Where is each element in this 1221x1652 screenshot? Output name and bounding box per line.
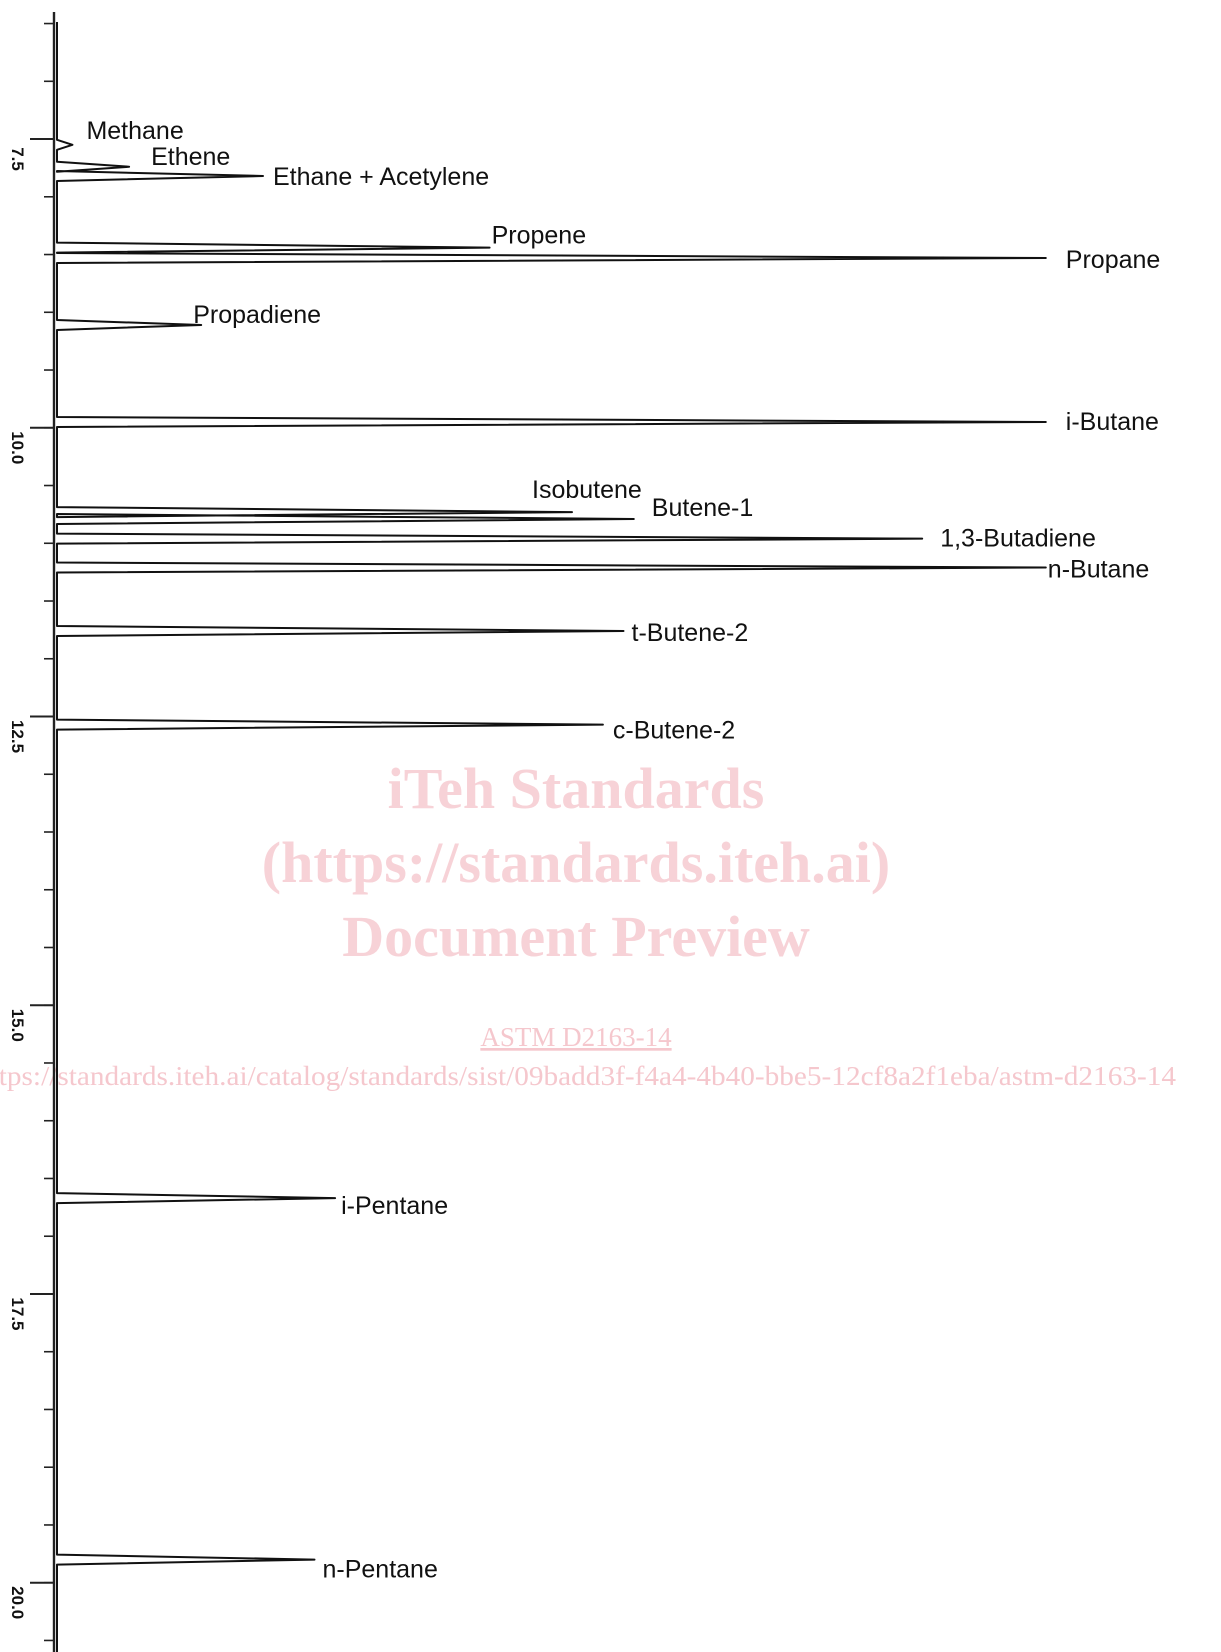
- signal-trace: [56, 22, 1047, 1652]
- peak-label: c-Butene-2: [613, 717, 735, 745]
- watermark-doc-id: ASTM D2163-14: [480, 1022, 672, 1052]
- peak-label: i-Pentane: [341, 1192, 448, 1220]
- time-axis: 7.5 10.0 12.5 15.0 17.5 20.0: [8, 12, 56, 1652]
- peak-label: Ethene: [151, 143, 230, 171]
- peak-label: Ethane + Acetylene: [273, 163, 489, 191]
- peak-label: 1,3-Butadiene: [940, 525, 1096, 553]
- peak-label: Propane: [1066, 246, 1161, 274]
- peak-label: Propene: [492, 222, 587, 250]
- peak-label: Butene-1: [652, 494, 753, 522]
- peak-label: Methane: [86, 117, 183, 145]
- axis-tick-label: 10.0: [8, 431, 27, 464]
- watermark-line-2: (https://standards.iteh.ai): [262, 830, 890, 895]
- peak-label: n-Butane: [1048, 556, 1149, 584]
- peak-label: i-Butane: [1066, 408, 1159, 436]
- axis-tick-label: 15.0: [8, 1009, 27, 1042]
- watermark: iTeh Standards (https://standards.iteh.a…: [0, 756, 1177, 1091]
- axis-tick-label: 12.5: [8, 720, 27, 753]
- watermark-line-3: Document Preview: [342, 904, 810, 969]
- peak-label: n-Pentane: [323, 1556, 438, 1584]
- peak-label: Propadiene: [193, 301, 321, 329]
- peak-label: t-Butene-2: [632, 619, 749, 647]
- peak-label: Isobutene: [532, 476, 642, 504]
- watermark-line-1: iTeh Standards: [388, 756, 765, 821]
- axis-tick-label: 17.5: [8, 1297, 27, 1330]
- watermark-url: https://standards.iteh.ai/catalog/standa…: [0, 1061, 1177, 1091]
- axis-tick-label: 20.0: [8, 1586, 27, 1619]
- axis-tick-label: 7.5: [8, 147, 27, 171]
- signal-line: [56, 22, 1047, 1652]
